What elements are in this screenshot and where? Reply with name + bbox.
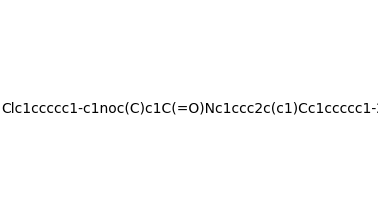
Text: Clc1ccccc1-c1noc(C)c1C(=O)Nc1ccc2c(c1)Cc1ccccc1-2: Clc1ccccc1-c1noc(C)c1C(=O)Nc1ccc2c(c1)Cc… xyxy=(2,101,378,115)
